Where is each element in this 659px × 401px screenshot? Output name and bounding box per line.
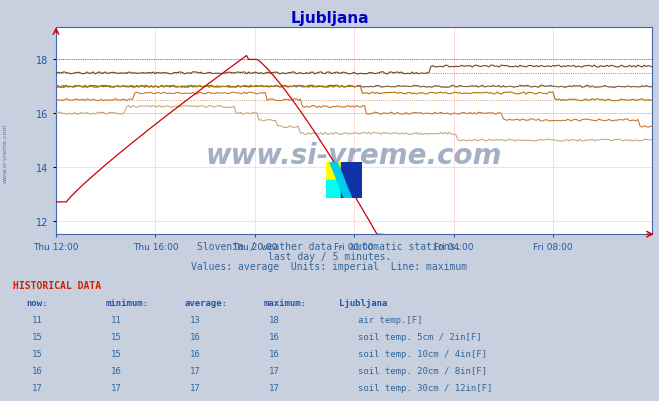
Polygon shape [341, 162, 348, 198]
Text: 15: 15 [111, 349, 122, 358]
Text: soil temp. 30cm / 12in[F]: soil temp. 30cm / 12in[F] [358, 383, 492, 392]
Text: soil temp. 50cm / 20in[F]: soil temp. 50cm / 20in[F] [358, 400, 492, 401]
Text: soil temp. 10cm / 4in[F]: soil temp. 10cm / 4in[F] [358, 349, 487, 358]
Text: Slovenia / weather data - automatic stations.: Slovenia / weather data - automatic stat… [197, 242, 462, 251]
Text: 11: 11 [111, 316, 122, 324]
Text: soil temp. 20cm / 8in[F]: soil temp. 20cm / 8in[F] [358, 366, 487, 375]
Text: 16: 16 [190, 332, 201, 341]
Bar [326, 180, 344, 198]
Text: 17: 17 [190, 383, 201, 392]
Text: average:: average: [185, 299, 227, 308]
Text: 17: 17 [190, 366, 201, 375]
Text: Ljubljana: Ljubljana [290, 10, 369, 26]
Bar [326, 162, 344, 180]
Text: www.si-vreme.com: www.si-vreme.com [206, 142, 502, 170]
Text: Values: average  Units: imperial  Line: maximum: Values: average Units: imperial Line: ma… [191, 262, 468, 271]
Text: 15: 15 [32, 349, 43, 358]
Polygon shape [330, 162, 352, 198]
Text: 11: 11 [32, 316, 43, 324]
Text: air temp.[F]: air temp.[F] [358, 316, 422, 324]
Text: 17: 17 [111, 400, 122, 401]
Text: soil temp. 5cm / 2in[F]: soil temp. 5cm / 2in[F] [358, 332, 482, 341]
Text: 16: 16 [190, 349, 201, 358]
Text: minimum:: minimum: [105, 299, 148, 308]
Text: 16: 16 [270, 332, 280, 341]
Text: 18: 18 [190, 400, 201, 401]
Text: now:: now: [26, 299, 48, 308]
Text: last day / 5 minutes.: last day / 5 minutes. [268, 252, 391, 261]
Text: 17: 17 [270, 366, 280, 375]
Text: 16: 16 [270, 349, 280, 358]
Text: 18: 18 [270, 316, 280, 324]
Text: 16: 16 [111, 366, 122, 375]
Text: 16: 16 [32, 366, 43, 375]
Text: Ljubljana: Ljubljana [339, 299, 387, 308]
Text: 15: 15 [32, 332, 43, 341]
Text: 13: 13 [190, 316, 201, 324]
Text: 17: 17 [270, 383, 280, 392]
Text: 17: 17 [32, 400, 43, 401]
Text: maximum:: maximum: [264, 299, 306, 308]
Text: 15: 15 [111, 332, 122, 341]
Text: 17: 17 [32, 383, 43, 392]
Polygon shape [344, 162, 362, 198]
Text: 17: 17 [111, 383, 122, 392]
Text: 18: 18 [270, 400, 280, 401]
Text: www.si-vreme.com: www.si-vreme.com [3, 123, 8, 182]
Text: HISTORICAL DATA: HISTORICAL DATA [13, 281, 101, 291]
